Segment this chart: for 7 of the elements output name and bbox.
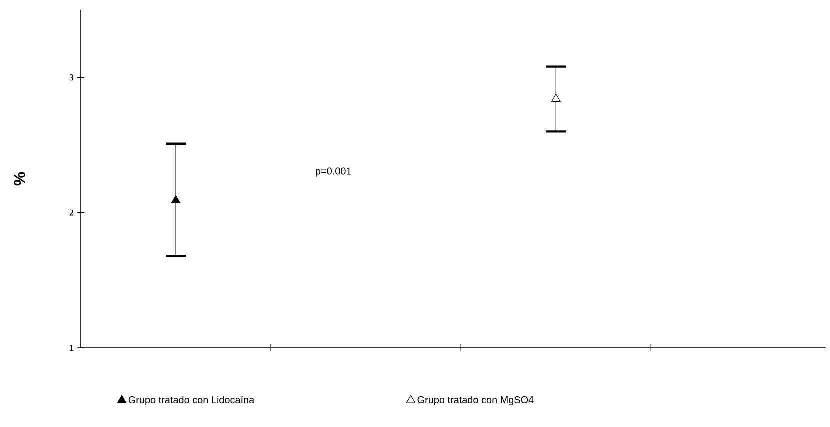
y-tick-label: 1 [70,345,74,351]
legend-label: Grupo tratado con Lidocaína [128,396,255,406]
y-axis-title: % [14,172,26,186]
y-tick-label: 2 [70,210,74,216]
y-tick-label: 3 [70,74,74,81]
legend-label: Grupo tratado con MgSO4 [418,396,534,406]
annotation: p=0.001 [316,168,352,177]
